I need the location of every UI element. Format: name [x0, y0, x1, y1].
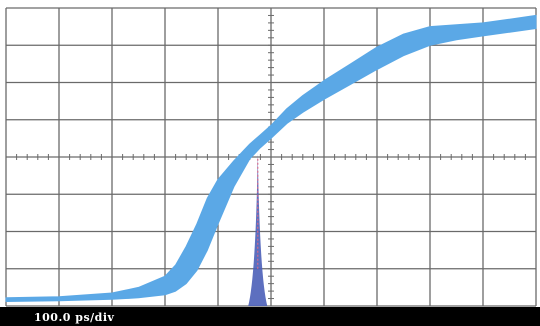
timebase-readout: 100.0 ps/div: [34, 311, 115, 324]
status-bar: [0, 307, 540, 326]
jitter-histogram: [248, 153, 268, 306]
histogram-peak: [248, 153, 268, 306]
signal-trace: [5, 14, 537, 302]
graticule: [5, 7, 537, 307]
trace-envelope: [5, 14, 537, 302]
